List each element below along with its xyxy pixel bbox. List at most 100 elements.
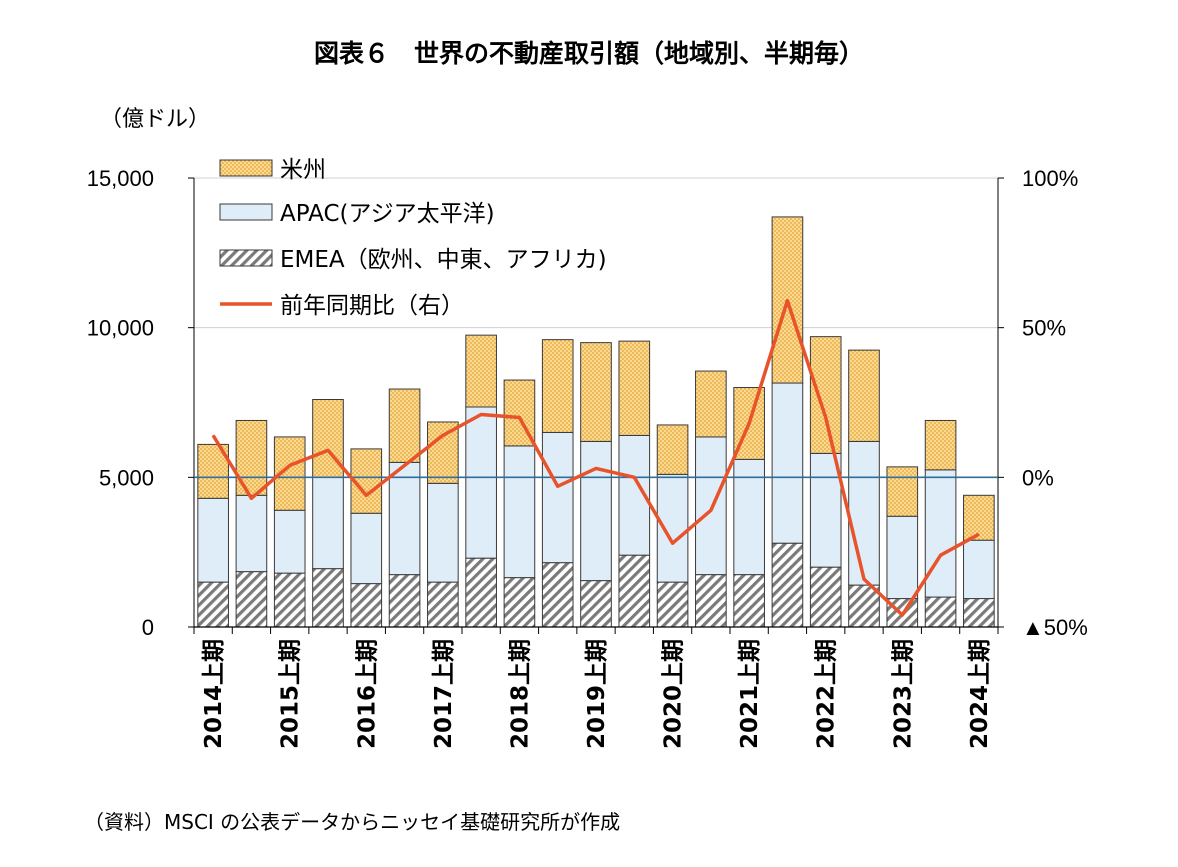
x-category-label: 2018上期 xyxy=(507,639,533,749)
bar-americas-2017上期 xyxy=(427,421,459,484)
y-right-tick-label: 50% xyxy=(1022,316,1066,341)
yoy-point-2023上期 xyxy=(901,614,903,616)
y-right-tick-label: 100% xyxy=(1022,166,1078,191)
bar-americas-2024上期 xyxy=(963,494,995,541)
yoy-point-2015上期 xyxy=(289,464,291,466)
bar-apac-2024上期 xyxy=(963,539,995,600)
bar-emea-2021上期 xyxy=(733,574,765,628)
x-category-label: 2016上期 xyxy=(354,639,380,749)
bar-apac-2022上期 xyxy=(809,452,842,568)
x-category-label: 2022上期 xyxy=(814,639,840,749)
y-left-tick-label: 10,000 xyxy=(87,316,154,341)
x-category-label: 2020上期 xyxy=(661,639,687,749)
bar-emea-2014上期 xyxy=(197,581,229,628)
bar-americas-2022上期 xyxy=(809,336,842,454)
y-right-tick-label: ▲50% xyxy=(1022,615,1088,640)
legend-label: 米州 xyxy=(280,157,326,183)
x-category-label: 2023上期 xyxy=(890,639,916,749)
bar-americas-2023上期 xyxy=(886,466,919,517)
bar-apac-2017下期 xyxy=(465,406,497,559)
y-left-tick-label: 5,000 xyxy=(99,465,154,490)
yoy-point-2015下期 xyxy=(327,449,329,451)
bar-emea-2020上期 xyxy=(656,581,689,628)
bar-apac-2020下期 xyxy=(695,436,727,576)
legend-swatch xyxy=(219,203,273,221)
yoy-point-2018下期 xyxy=(557,485,559,487)
bar-apac-2021下期 xyxy=(771,382,804,544)
bar-emea-2018上期 xyxy=(503,577,536,628)
yoy-point-2017下期 xyxy=(480,413,482,415)
bar-americas-2023下期 xyxy=(924,419,957,471)
yoy-point-2014上期 xyxy=(212,434,214,436)
yoy-point-2022上期 xyxy=(825,416,827,418)
bar-emea-2019上期 xyxy=(580,580,612,628)
x-category-label: 2024上期 xyxy=(967,639,993,749)
bar-apac-2018下期 xyxy=(541,431,574,564)
bar-emea-2014下期 xyxy=(235,571,268,628)
bar-americas-2020下期 xyxy=(695,370,727,438)
yoy-point-2024上期 xyxy=(978,533,980,535)
y-left-tick-label: 0 xyxy=(142,615,154,640)
bar-emea-2019下期 xyxy=(618,554,651,628)
bar-emea-2018下期 xyxy=(541,562,574,628)
bar-americas-2017下期 xyxy=(465,334,497,408)
bar-emea-2015下期 xyxy=(312,568,344,628)
chart-title: 図表６ 世界の不動産取引額（地域別、半期毎） xyxy=(313,39,864,68)
bar-apac-2014上期 xyxy=(197,497,229,583)
x-category-label: 2019上期 xyxy=(584,639,610,749)
bar-emea-2022上期 xyxy=(809,566,842,628)
legend-label: 前年同期比（右） xyxy=(280,293,464,319)
yoy-point-2023下期 xyxy=(940,554,942,556)
legend-label: EMEA（欧州、中東、アフリカ) xyxy=(280,247,607,273)
yoy-point-2020下期 xyxy=(710,509,712,511)
bar-emea-2015上期 xyxy=(273,572,306,628)
y-axis-unit-label: （億ドル） xyxy=(100,107,211,132)
bar-apac-2018上期 xyxy=(503,445,536,579)
yoy-point-2022下期 xyxy=(863,578,865,580)
x-category-label: 2014上期 xyxy=(201,639,227,749)
bar-emea-2021下期 xyxy=(771,542,804,628)
bar-apac-2023上期 xyxy=(886,515,919,600)
source-note: （資料）MSCI の公表データからニッセイ基礎研究所が作成 xyxy=(84,810,621,834)
yoy-point-2018上期 xyxy=(518,416,520,418)
bar-apac-2014下期 xyxy=(235,494,268,573)
yoy-point-2016上期 xyxy=(365,494,367,496)
x-category-label: 2017上期 xyxy=(431,639,457,749)
bar-apac-2017上期 xyxy=(427,482,459,583)
yoy-point-2014下期 xyxy=(250,497,252,499)
bar-apac-2022下期 xyxy=(848,440,880,586)
bar-emea-2016上期 xyxy=(350,583,383,628)
bar-americas-2022下期 xyxy=(848,349,880,442)
bar-emea-2017上期 xyxy=(427,581,459,628)
bar-emea-2020下期 xyxy=(695,574,727,628)
legend-swatch xyxy=(219,249,273,267)
bar-apac-2021上期 xyxy=(733,458,765,576)
x-category-label: 2015上期 xyxy=(278,639,304,749)
x-category-label: 2021上期 xyxy=(737,639,763,749)
y-left-tick-label: 15,000 xyxy=(87,166,154,191)
bar-emea-2022下期 xyxy=(848,584,880,628)
bar-americas-2018下期 xyxy=(541,339,574,433)
bar-apac-2023下期 xyxy=(924,469,957,598)
yoy-point-2016下期 xyxy=(404,464,406,466)
yoy-point-2021下期 xyxy=(786,300,788,302)
bar-emea-2024上期 xyxy=(963,598,995,628)
bar-emea-2023下期 xyxy=(924,596,957,628)
bar-americas-2019上期 xyxy=(580,342,612,442)
bar-americas-2019下期 xyxy=(618,340,651,436)
yoy-point-2017上期 xyxy=(442,434,444,436)
bar-apac-2016下期 xyxy=(388,461,421,576)
bar-americas-2020上期 xyxy=(656,424,689,475)
bar-emea-2017下期 xyxy=(465,557,497,628)
yoy-point-2019上期 xyxy=(595,467,597,469)
legend-swatch xyxy=(219,159,273,177)
bar-emea-2016下期 xyxy=(388,574,421,628)
y-right-tick-label: 0% xyxy=(1022,465,1054,490)
bar-apac-2019上期 xyxy=(580,440,612,582)
yoy-point-2020上期 xyxy=(672,542,674,544)
bar-americas-2016下期 xyxy=(388,388,421,463)
bar-apac-2020上期 xyxy=(656,473,689,583)
legend-label: APAC(アジア太平洋) xyxy=(280,201,495,227)
bar-apac-2015下期 xyxy=(312,476,344,570)
